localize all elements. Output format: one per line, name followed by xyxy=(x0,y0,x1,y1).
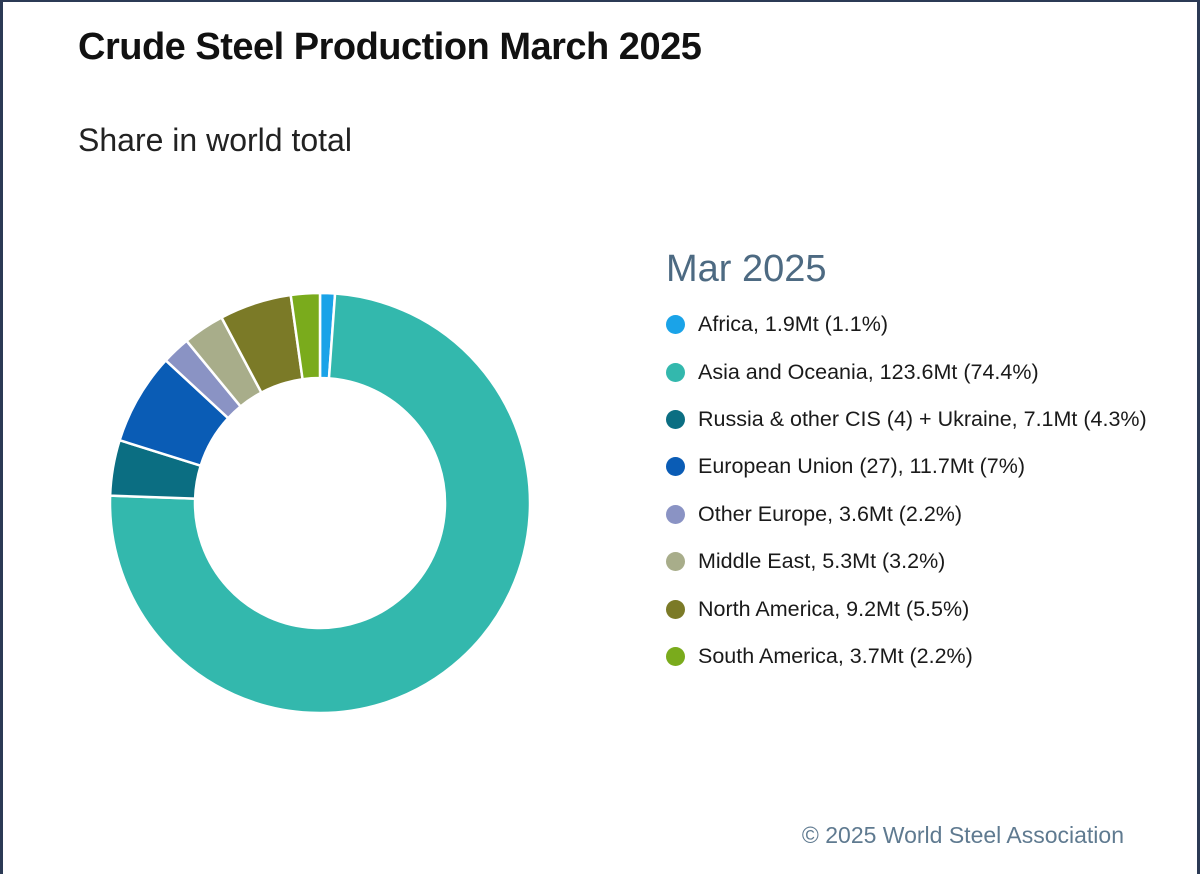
legend-items: Africa, 1.9Mt (1.1%) Asia and Oceania, 12… xyxy=(666,301,1147,680)
legend-marker xyxy=(666,504,685,524)
chart-subtitle: Share in world total xyxy=(78,122,352,158)
donut-chart xyxy=(108,291,532,715)
legend-item[interactable]: Other Europe, 3.6Mt (2.2%) xyxy=(666,491,1147,538)
legend-marker xyxy=(666,552,685,572)
legend-label: European Union (27), 11.7Mt (7%) xyxy=(698,454,1026,479)
legend-marker xyxy=(666,315,685,335)
legend-title: Mar 2025 xyxy=(666,248,827,290)
legend-label: Other Europe, 3.6Mt (2.2%) xyxy=(698,501,963,526)
legend-item[interactable]: Middle East, 5.3Mt (3.2%) xyxy=(666,538,1147,585)
legend-item[interactable]: South America, 3.7Mt (2.2%) xyxy=(666,633,1147,680)
legend-item[interactable]: European Union (27), 11.7Mt (7%) xyxy=(666,443,1147,490)
legend-item[interactable]: Asia and Oceania, 123.6Mt (74.4%) xyxy=(666,348,1147,395)
legend-marker xyxy=(666,362,685,382)
legend: Mar 2025 Africa, 1.9Mt (1.1%) Asia and Oc… xyxy=(666,248,1147,680)
legend-label: Middle East, 5.3Mt (3.2%) xyxy=(698,549,946,574)
legend-label: North America, 9.2Mt (5.5%) xyxy=(698,596,970,621)
legend-marker xyxy=(666,599,685,619)
legend-marker xyxy=(666,646,685,666)
legend-item[interactable]: Africa, 1.9Mt (1.1%) xyxy=(666,301,1147,348)
donut-slice[interactable] xyxy=(108,292,532,715)
legend-marker xyxy=(666,457,685,477)
legend-label: South America, 3.7Mt (2.2%) xyxy=(698,643,973,668)
credit-text: © 2025 World Steel Association xyxy=(801,822,1124,848)
legend-label: Russia & other CIS (4) + Ukraine, 7.1Mt … xyxy=(698,406,1147,431)
legend-label: Africa, 1.9Mt (1.1%) xyxy=(698,312,888,337)
legend-label: Asia and Oceania, 123.6Mt (74.4%) xyxy=(698,359,1039,384)
chart-title: Crude Steel Production March 2025 xyxy=(78,26,702,68)
donut-slice[interactable] xyxy=(289,291,322,381)
legend-marker xyxy=(666,409,685,429)
legend-item[interactable]: Russia & other CIS (4) + Ukraine, 7.1Mt … xyxy=(666,396,1147,443)
legend-item[interactable]: North America, 9.2Mt (5.5%) xyxy=(666,585,1147,632)
